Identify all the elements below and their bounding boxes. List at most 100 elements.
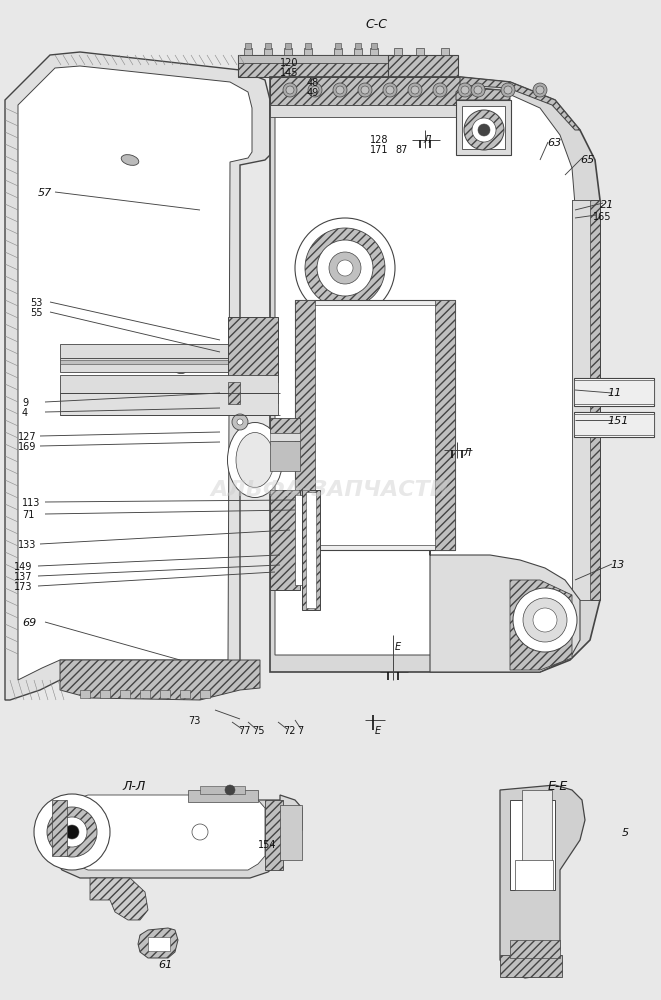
Circle shape (329, 252, 361, 284)
Text: 127: 127 (18, 432, 36, 442)
Bar (370, 48, 378, 55)
Circle shape (232, 414, 248, 430)
Polygon shape (138, 928, 178, 958)
Bar (228, 382, 240, 404)
Polygon shape (270, 77, 600, 672)
Bar (148, 937, 170, 951)
Circle shape (308, 83, 322, 97)
Text: 149: 149 (14, 562, 32, 572)
Circle shape (436, 86, 444, 94)
Circle shape (533, 608, 557, 632)
Circle shape (311, 86, 319, 94)
Circle shape (501, 83, 515, 97)
Bar (394, 48, 402, 55)
Polygon shape (500, 785, 585, 978)
Bar (456, 100, 511, 155)
Bar (435, 300, 455, 550)
Text: 65: 65 (580, 155, 594, 165)
Text: E: E (375, 726, 381, 736)
Circle shape (411, 86, 419, 94)
Bar (574, 414, 654, 435)
Text: 9: 9 (22, 398, 28, 408)
Bar (355, 43, 361, 49)
Circle shape (464, 110, 504, 150)
Circle shape (523, 598, 567, 642)
Circle shape (433, 83, 447, 97)
Bar (270, 418, 300, 433)
Circle shape (536, 86, 544, 94)
Bar (295, 300, 315, 550)
Bar (270, 490, 300, 590)
Text: 61: 61 (158, 960, 173, 970)
Circle shape (386, 86, 394, 94)
Circle shape (286, 86, 294, 94)
Circle shape (471, 83, 485, 97)
Bar (574, 412, 654, 437)
Circle shape (312, 420, 408, 516)
Bar (60, 344, 278, 358)
Polygon shape (430, 550, 580, 672)
Text: 154: 154 (258, 840, 276, 850)
Circle shape (513, 588, 577, 652)
Bar (52, 800, 67, 856)
Text: 72: 72 (283, 726, 295, 736)
Circle shape (295, 218, 395, 318)
Bar (304, 48, 312, 55)
Polygon shape (18, 66, 252, 680)
Polygon shape (90, 878, 148, 920)
Bar (238, 55, 388, 63)
Bar (285, 43, 291, 49)
Text: 145: 145 (280, 68, 299, 78)
Bar (295, 495, 307, 585)
Bar (120, 690, 130, 698)
Circle shape (353, 461, 367, 475)
Text: 133: 133 (18, 540, 36, 550)
Ellipse shape (121, 155, 139, 165)
Bar (60, 393, 278, 403)
Bar (572, 200, 590, 600)
Circle shape (458, 83, 472, 97)
Text: 4: 4 (22, 408, 28, 418)
Text: 87: 87 (395, 145, 407, 155)
Text: 137: 137 (14, 572, 32, 582)
Circle shape (305, 228, 385, 308)
Circle shape (57, 817, 87, 847)
Bar (264, 48, 272, 55)
Text: 165: 165 (593, 212, 611, 222)
Text: 73: 73 (188, 716, 200, 726)
Circle shape (237, 419, 243, 425)
Bar (60, 358, 278, 372)
Bar (228, 317, 278, 382)
Polygon shape (52, 795, 302, 878)
Circle shape (317, 240, 373, 296)
Polygon shape (60, 660, 260, 700)
Circle shape (461, 86, 469, 94)
Polygon shape (66, 795, 265, 870)
Polygon shape (5, 52, 270, 700)
Circle shape (333, 83, 347, 97)
Text: 49: 49 (307, 88, 319, 98)
Bar (188, 790, 258, 802)
Text: 11: 11 (607, 388, 621, 398)
Circle shape (474, 86, 482, 94)
Bar (245, 43, 251, 49)
Text: Л-Л: Л-Л (122, 780, 145, 793)
Text: 55: 55 (30, 308, 42, 318)
Circle shape (361, 86, 369, 94)
Bar (295, 300, 455, 550)
Circle shape (358, 83, 372, 97)
Bar (500, 955, 562, 977)
Bar (140, 690, 150, 698)
Circle shape (47, 807, 97, 857)
Bar (60, 360, 228, 364)
Text: Е-Е: Е-Е (548, 780, 568, 793)
Bar (522, 790, 552, 890)
Bar (265, 800, 283, 870)
Bar (60, 393, 278, 415)
Bar (334, 48, 342, 55)
Bar (180, 690, 190, 698)
Bar (574, 378, 654, 406)
Text: Л: Л (463, 448, 471, 458)
Bar (270, 441, 300, 471)
Bar (265, 43, 271, 49)
